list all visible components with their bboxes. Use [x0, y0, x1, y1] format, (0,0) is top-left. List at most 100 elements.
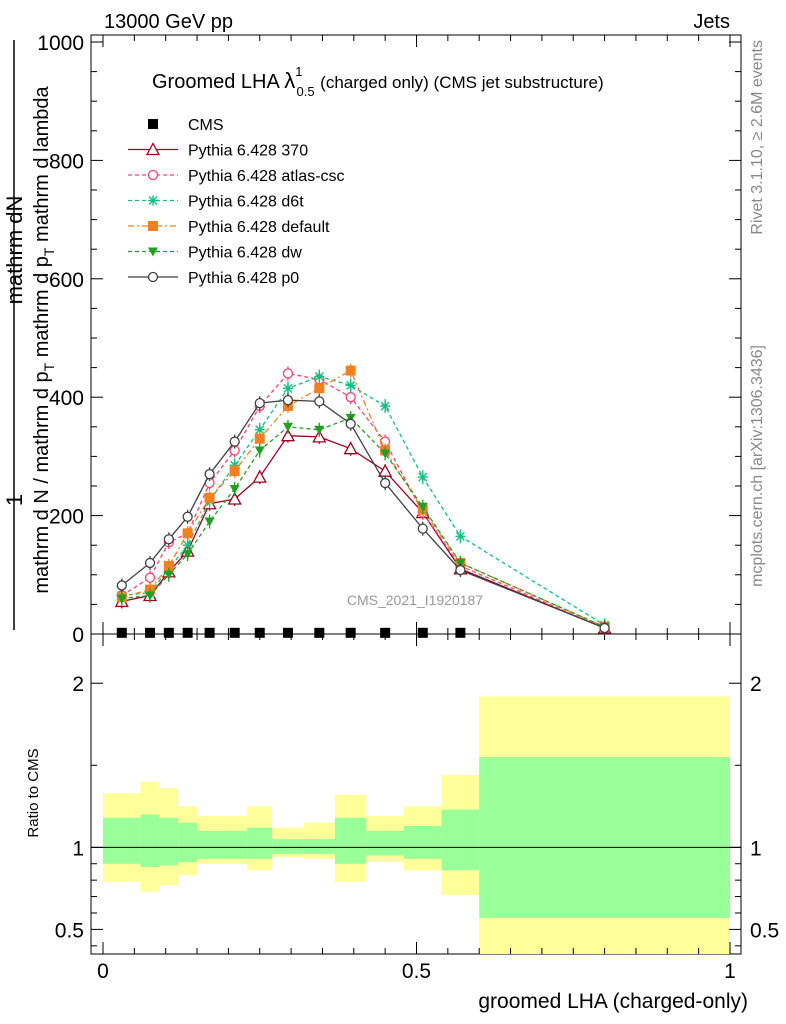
- cms-data-point: [417, 627, 428, 638]
- legend-label: Pythia 6.428 atlas-csc: [188, 168, 345, 185]
- watermark-label: CMS_2021_I1920187: [347, 592, 483, 608]
- chart-title: Groomed LHA λ1 0.5 (charged only) (CMS je…: [152, 64, 604, 99]
- series-point: [182, 511, 193, 522]
- series-point: [345, 380, 356, 391]
- series-point: [204, 517, 215, 527]
- cms-data-point: [282, 627, 293, 638]
- ratio-stat-band: [197, 830, 223, 859]
- series-point: [204, 492, 215, 503]
- ratio-y-tick-label: 2: [72, 673, 84, 696]
- series-point: [282, 368, 294, 379]
- series-line: [121, 417, 605, 628]
- rivet-version-label: Rivet 3.1.10, ≥ 2.6M events: [749, 40, 766, 235]
- ratio-stat-band: [103, 817, 141, 864]
- ratio-y-tick-label: 1: [72, 837, 84, 860]
- header-left-label: 13000 GeV pp: [104, 11, 233, 33]
- legend-label: Pythia 6.428 d6t: [188, 194, 304, 211]
- ratio-stat-band: [159, 817, 179, 866]
- series-point: [229, 436, 240, 447]
- legend-entry: CMS: [148, 117, 224, 134]
- series-line: [121, 372, 605, 629]
- upper-axis-ticks: 0 200 400 600 800 1000: [37, 32, 741, 647]
- legend-label: CMS: [188, 117, 224, 134]
- series-point: [282, 395, 294, 406]
- legend-marker: [145, 142, 161, 156]
- lower-axis-ticks: 0.5 0.5 1 1 2 2 0 0.5 1: [55, 634, 779, 983]
- y-tick-label: 0: [72, 624, 84, 647]
- legend-label: Pythia 6.428 default: [188, 219, 330, 236]
- series-point: [343, 441, 358, 455]
- legend-entry: Pythia 6.428 370: [128, 142, 308, 160]
- x-axis-label: groomed LHA (charged-only): [478, 990, 748, 1013]
- series-point: [379, 477, 391, 489]
- series-point: [380, 449, 391, 459]
- ratio-stat-band: [178, 822, 198, 863]
- legend-label: Pythia 6.428 dw: [188, 245, 302, 262]
- ratio-stat-band: [222, 830, 248, 859]
- series-point: [229, 484, 240, 494]
- series-point: [204, 469, 215, 480]
- series-point: [163, 534, 174, 545]
- y-tick-label: 200: [49, 506, 84, 529]
- y-tick-label: 1000: [37, 32, 84, 55]
- cms-data-point: [116, 627, 127, 638]
- x-tick-label: 1: [724, 960, 736, 983]
- series-point: [182, 528, 193, 539]
- series-point: [116, 580, 127, 591]
- legend-marker: [148, 221, 158, 231]
- ratio-y-tick-label-right: 1: [750, 837, 762, 860]
- y-tick-label: 600: [49, 269, 84, 292]
- cms-data-point: [254, 627, 265, 638]
- series-point: [345, 392, 356, 403]
- ratio-stat-band: [403, 826, 442, 859]
- series-point: [455, 564, 466, 576]
- legend-entry: Pythia 6.428 dw: [128, 245, 302, 262]
- legend-marker: [148, 119, 158, 129]
- series-point: [455, 531, 466, 542]
- cms-data-point: [345, 627, 356, 638]
- ratio-bands: [103, 696, 730, 954]
- series-point: [229, 466, 240, 477]
- upper-y-axis-label: 1 mathrm dN mathrm d N / mathrm d pT mat…: [2, 40, 57, 630]
- x-tick-label: 0.5: [402, 960, 431, 983]
- series-point: [417, 523, 428, 534]
- series-point: [252, 469, 267, 483]
- series-point: [380, 401, 391, 412]
- ratio-stat-band: [140, 814, 160, 868]
- series-point: [314, 371, 325, 382]
- series-point: [116, 594, 127, 604]
- legend-label: Pythia 6.428 370: [188, 143, 308, 160]
- series-point: [345, 418, 356, 429]
- ratio-y-tick-label-right: 2: [750, 673, 762, 696]
- ratio-stat-band: [441, 809, 480, 871]
- legend-entry: Pythia 6.428 d6t: [128, 194, 304, 211]
- cms-data-point: [455, 627, 466, 638]
- cms-data-points: [116, 627, 466, 638]
- series-point: [182, 540, 193, 551]
- legend-marker: [148, 195, 158, 206]
- cms-data-point: [204, 627, 215, 638]
- ratio-stat-band: [303, 839, 335, 854]
- series-point: [417, 472, 428, 483]
- series-layer: [114, 363, 612, 636]
- series-point: [282, 422, 293, 432]
- mcplots-label: mcplots.cern.ch [arXiv:1306.3436]: [749, 345, 766, 587]
- legend-entry: Pythia 6.428 default: [128, 219, 330, 236]
- cms-data-point: [163, 627, 174, 638]
- legend-marker: [147, 271, 159, 283]
- series-point: [145, 591, 156, 601]
- series-point: [280, 428, 296, 442]
- ratio-stat-band: [334, 817, 367, 864]
- y-label-den: mathrm d N / mathrm d pT mathrm d pT mat…: [31, 85, 57, 593]
- ratio-stat-band: [247, 827, 273, 859]
- x-tick-label: 0: [97, 960, 109, 983]
- y-tick-label: 800: [49, 150, 84, 173]
- series-point: [314, 396, 325, 407]
- series-point: [282, 383, 293, 394]
- ratio-y-axis-label: Ratio to CMS: [25, 748, 42, 837]
- series-point: [254, 446, 265, 456]
- legend-entry: Pythia 6.428 p0: [128, 270, 299, 287]
- series-point: [599, 622, 610, 634]
- legend-marker: [148, 247, 158, 257]
